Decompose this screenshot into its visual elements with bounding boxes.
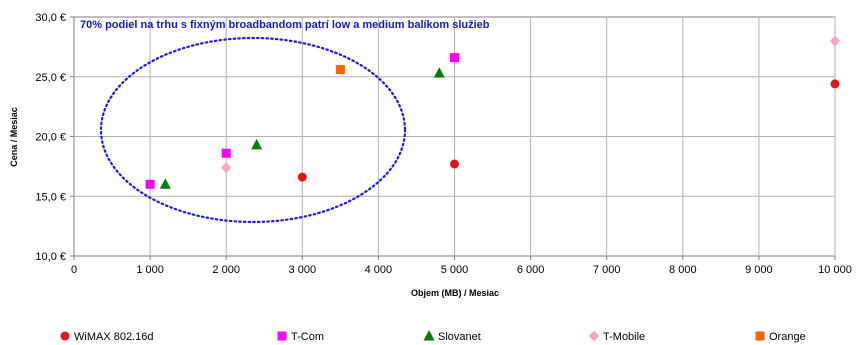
x-tick-label: 1 000 — [136, 264, 164, 276]
slovanet-point — [433, 67, 445, 78]
annotation-text: 70% podiel na trhu s fixným broadbandom … — [80, 19, 490, 31]
wimax-802-16d-point — [830, 79, 840, 89]
y-tick-label: 20,0 € — [35, 132, 66, 144]
x-tick-label: 7 000 — [593, 264, 621, 276]
slovanet-point — [159, 178, 171, 189]
slovanet-legend-label: Slovanet — [438, 331, 481, 343]
t-com-legend-marker — [277, 331, 287, 341]
wimax-802-16d-point — [297, 172, 307, 182]
t-com-point — [450, 53, 459, 63]
x-tick-label: 5 000 — [441, 264, 469, 276]
orange-legend-label: Orange — [769, 331, 806, 343]
slovanet-point — [251, 138, 263, 150]
t-com-legend-label: T-Com — [291, 331, 324, 343]
wimax-802-16d-legend-label: WiMAX 802.16d — [74, 331, 153, 343]
legend: WiMAX 802.16d T-Com Slovanet T-Mobile Orange — [60, 330, 806, 343]
x-tick-label: 9 000 — [745, 264, 773, 276]
x-tick-label: 0 — [71, 264, 77, 276]
t-mobile-legend-label: T-Mobile — [603, 331, 645, 343]
x-tick-label: 8 000 — [669, 264, 697, 276]
x-tick-label: 6 000 — [517, 264, 545, 276]
x-tick-label: 3 000 — [289, 264, 317, 276]
orange-point — [335, 65, 345, 75]
highlight-ellipse — [99, 36, 407, 224]
gridlines — [74, 17, 836, 256]
orange-legend-marker — [755, 331, 765, 341]
y-tick-label: 15,0 € — [35, 191, 66, 203]
y-axis-title: Cena / Mesiac — [9, 107, 19, 167]
t-com-point — [221, 148, 231, 158]
t-mobile-point — [830, 35, 840, 47]
wimax-802-16d-point — [450, 159, 459, 169]
t-mobile-legend-marker — [589, 330, 599, 342]
x-axis-ticks: 0 1 000 2 000 3 000 4 000 5 000 6 000 7 000 8 00… — [71, 256, 852, 276]
slovanet-legend-marker — [423, 330, 435, 341]
x-tick-label: 2 000 — [212, 264, 240, 276]
y-tick-label: 30,0 € — [35, 12, 66, 24]
x-tick-label: 4 000 — [365, 264, 393, 276]
data-points — [145, 35, 840, 189]
x-axis-title: Objem (MB) / Mesiac — [411, 288, 499, 298]
t-mobile-point — [221, 162, 232, 174]
y-axis-ticks: 10,0 € 15,0 € 20,0 € 25,0 € 30,0 € — [35, 12, 74, 263]
market-share-ellipse — [99, 36, 407, 224]
y-tick-label: 10,0 € — [35, 251, 66, 263]
wimax-802-16d-legend-marker — [60, 331, 70, 341]
y-tick-label: 25,0 € — [35, 72, 66, 84]
x-tick-label: 10 000 — [818, 264, 852, 276]
t-com-point — [145, 179, 155, 189]
